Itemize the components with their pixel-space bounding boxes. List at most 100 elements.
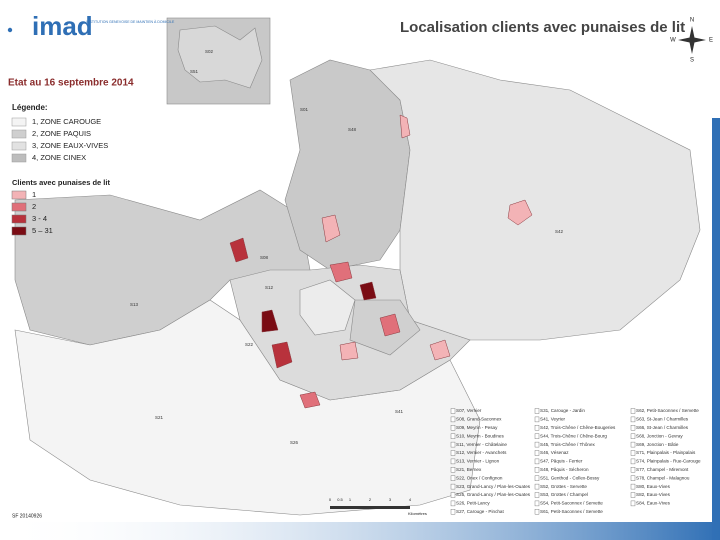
sector-item: S80, Eaux-Vives bbox=[636, 484, 671, 489]
zone-label: 4, ZONE CINEX bbox=[32, 153, 86, 162]
list-box bbox=[534, 433, 540, 439]
bottom-bar bbox=[0, 522, 720, 540]
class-swatch bbox=[11, 190, 27, 200]
list-box bbox=[450, 509, 456, 515]
map-label: S21 bbox=[155, 415, 164, 420]
list-box bbox=[630, 458, 636, 465]
list-box bbox=[630, 492, 636, 498]
sector-item: S46, Vésenaz bbox=[540, 450, 569, 455]
scale-tick: 4 bbox=[409, 497, 412, 502]
sector-item: S78, Champel - Malagnou bbox=[636, 475, 690, 480]
sector-item: S22, Onex / Confignon bbox=[456, 475, 503, 480]
list-box bbox=[534, 408, 540, 414]
compass-e: E bbox=[709, 38, 713, 44]
list-box bbox=[534, 475, 540, 481]
sector-item: S07, Vernier bbox=[456, 408, 482, 413]
sector-item: S42, Trois-Chêne / Chêne-Bougeries bbox=[540, 425, 616, 430]
sector-item: S53, Grottes / Champel bbox=[540, 492, 588, 497]
side-bar bbox=[712, 118, 720, 540]
list-box bbox=[450, 450, 456, 456]
area bbox=[329, 261, 353, 283]
sector-item: S11, Vernier - Châtelaine bbox=[456, 442, 507, 447]
list-box bbox=[534, 458, 540, 465]
map-label: S51 bbox=[190, 69, 199, 74]
list-box bbox=[450, 500, 456, 507]
scale-bar bbox=[330, 506, 410, 509]
list-box bbox=[630, 500, 636, 507]
area bbox=[379, 313, 401, 337]
list-box bbox=[450, 416, 456, 423]
list-box bbox=[450, 467, 456, 473]
list-box bbox=[630, 475, 636, 481]
sector-item: S77, Champel - Miremont bbox=[636, 467, 689, 472]
title: Localisation clients avec punaises de li… bbox=[400, 19, 685, 36]
list-box bbox=[534, 425, 540, 431]
list-box bbox=[450, 433, 456, 439]
list-box bbox=[534, 441, 540, 448]
zone-label: 1, ZONE CAROUGE bbox=[32, 117, 101, 126]
list-box bbox=[450, 458, 456, 465]
zone-swatch bbox=[11, 117, 27, 127]
sector-item: S54, Petit-Saconnex / Servette bbox=[540, 501, 603, 506]
sector-item: S31, Carouge - Jardin bbox=[540, 408, 585, 413]
list-box bbox=[534, 509, 540, 515]
compass-rose bbox=[678, 26, 706, 54]
sector-item: S27, Carouge - Pinchat bbox=[456, 509, 504, 514]
list-box bbox=[534, 483, 540, 490]
sector-item: S09, Meyrin - Pesay bbox=[456, 425, 498, 430]
zone-swatch bbox=[11, 141, 27, 151]
area bbox=[359, 281, 377, 301]
compass-w: W bbox=[670, 38, 676, 44]
sector-item: S08, Grand-Saconnex bbox=[456, 417, 502, 422]
region-center bbox=[299, 279, 356, 336]
logo-subtitle: INSTITUTION GENEVOISE DE MAINTIEN À DOMI… bbox=[86, 20, 175, 24]
sector-item: S61, Petit-Saconnex / Servette bbox=[540, 509, 603, 514]
compass-s: S bbox=[690, 58, 694, 64]
class-label: 5 – 31 bbox=[32, 226, 53, 235]
list-box bbox=[630, 467, 636, 473]
legend-clients-title: Clients avec punaises de lit bbox=[12, 178, 110, 187]
zone-swatch bbox=[11, 129, 27, 139]
list-box bbox=[630, 408, 636, 414]
sector-item: S82, Eaux-Vives bbox=[636, 492, 671, 497]
scale-tick: 0.5 bbox=[337, 497, 343, 502]
map-label: S41 bbox=[395, 409, 404, 414]
footer: SF 20140926 bbox=[12, 513, 42, 519]
list-box bbox=[630, 450, 636, 456]
sector-item: S69, Jonction - Bâtie bbox=[636, 442, 679, 447]
zone-label: 2, ZONE PAQUIS bbox=[32, 129, 91, 138]
map-label: S26 bbox=[290, 440, 299, 445]
list-box bbox=[630, 425, 636, 431]
scale-tick: 2 bbox=[369, 497, 372, 502]
map-label: S01 bbox=[300, 107, 309, 112]
list-box bbox=[534, 492, 540, 498]
sector-item: S10, Meyrin - Boudines bbox=[456, 433, 504, 438]
sector-item: S41, Veyrier bbox=[540, 417, 565, 422]
scale-tick: 0 bbox=[329, 497, 332, 502]
map-label: S08 bbox=[260, 255, 269, 260]
class-swatch bbox=[11, 202, 27, 212]
sector-item: S13, Vernier - Lignon bbox=[456, 459, 500, 464]
area bbox=[399, 114, 411, 139]
sector-item: S21, Bernex bbox=[456, 467, 482, 472]
list-box bbox=[534, 467, 540, 473]
class-label: 2 bbox=[32, 202, 36, 211]
sector-item: S84, Eaux-Vives bbox=[636, 501, 671, 506]
scale-tick: 1 bbox=[349, 497, 352, 502]
list-box bbox=[450, 492, 456, 498]
chrome: imad INSTITUTION GENEVOISE DE MAINTIEN À… bbox=[7, 11, 713, 519]
sector-item: S74, Plainpalais - Rue-Carouge bbox=[636, 459, 701, 464]
date: Etat au 16 septembre 2014 bbox=[8, 78, 134, 89]
map-label: S12 bbox=[265, 285, 274, 290]
zone-swatch bbox=[11, 153, 27, 163]
sector-item: S71, Plainpalais - Plainpalais bbox=[636, 450, 696, 455]
region-city bbox=[229, 264, 471, 401]
logo-dot bbox=[7, 27, 13, 33]
map-label: S02 bbox=[205, 49, 214, 54]
class-swatch bbox=[11, 214, 27, 224]
area bbox=[321, 214, 341, 243]
sector-item: S52, Grottes - Servette bbox=[540, 484, 587, 489]
list-box bbox=[534, 416, 540, 423]
area bbox=[229, 237, 249, 263]
class-label: 1 bbox=[32, 190, 36, 199]
